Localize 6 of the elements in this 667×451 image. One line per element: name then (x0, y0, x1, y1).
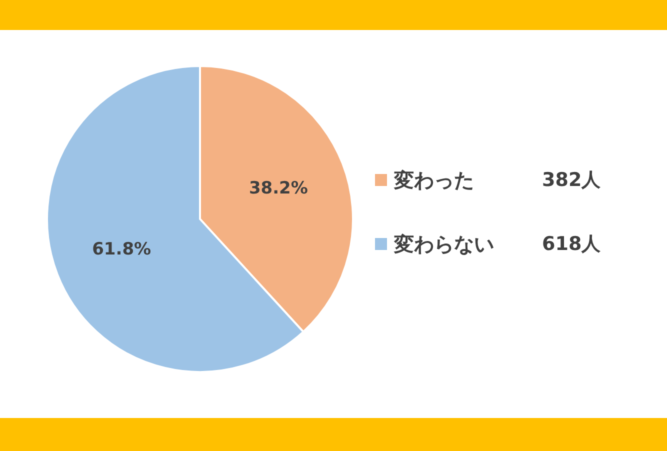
legend-label: 変わらない (393, 232, 494, 256)
data-label: 61.8% (92, 239, 152, 260)
text: 382人 (542, 169, 602, 191)
text: 618人 (542, 233, 602, 255)
legend-label: 変わった (393, 168, 474, 192)
data-label: 38.2% (248, 178, 308, 199)
